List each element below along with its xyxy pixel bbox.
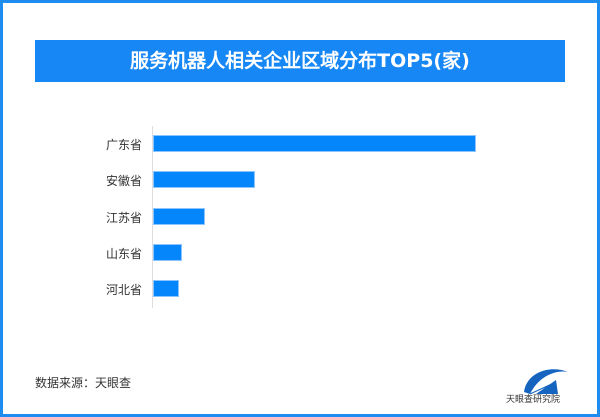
category-label: 山东省 — [105, 246, 142, 261]
data-source: 数据来源：天眼查 — [35, 376, 132, 390]
category-label: 安徽省 — [105, 174, 142, 189]
category-label: 广东省 — [105, 138, 142, 152]
bar-4 — [153, 280, 179, 298]
category-label: 江苏省 — [105, 210, 142, 225]
tianyancha-logo-icon — [524, 369, 568, 395]
bar-1 — [153, 171, 256, 189]
bar-3 — [153, 243, 183, 261]
logo-text: 天眼查研究院 — [506, 395, 561, 405]
bar-0 — [153, 135, 476, 152]
bar-2 — [153, 207, 205, 225]
chart-title: 服务机器人相关企业区域分布TOP5(家) — [35, 40, 565, 82]
category-label: 河北省 — [105, 283, 142, 298]
y-axis-line — [152, 126, 153, 308]
